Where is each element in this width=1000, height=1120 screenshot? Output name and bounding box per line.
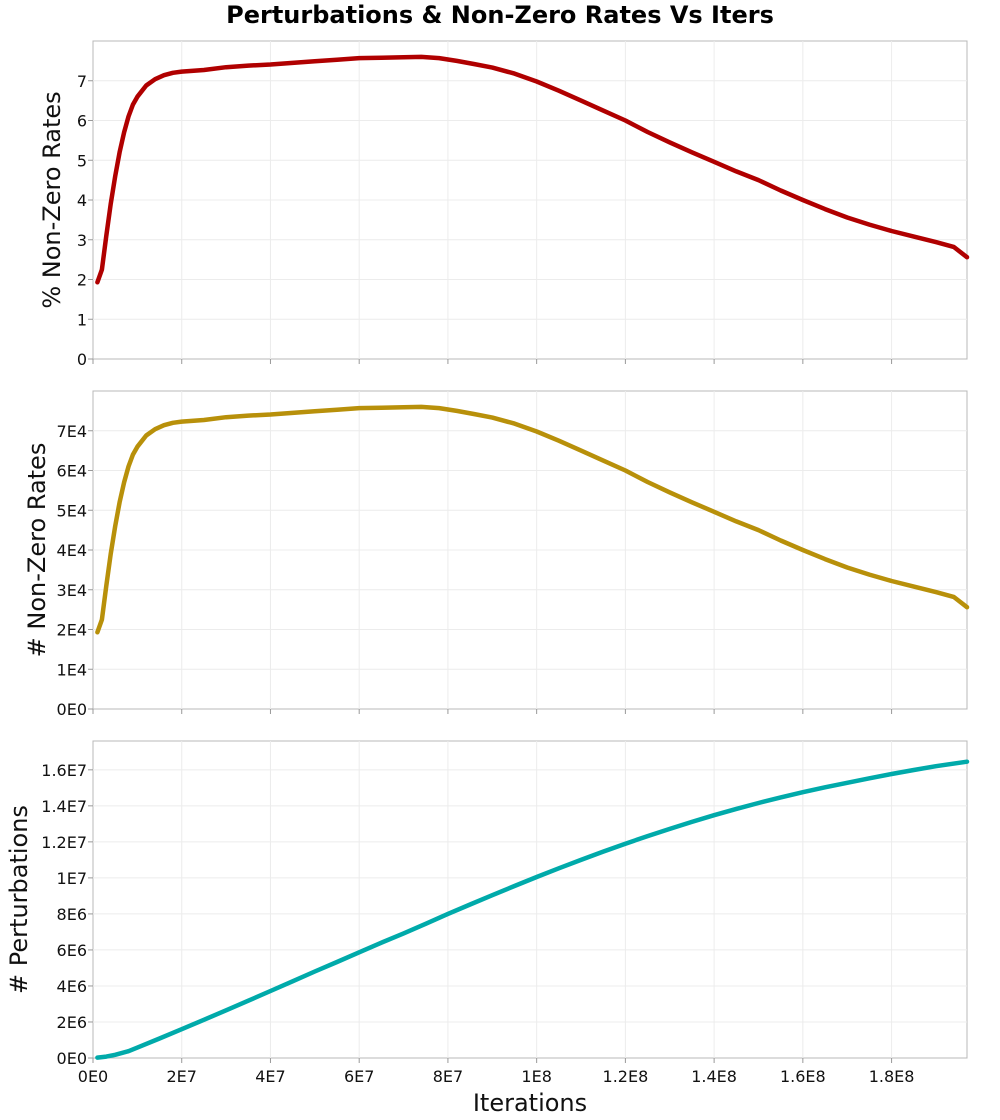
pct-nonzero-y-tick-label: 6	[77, 112, 87, 131]
x-tick-label: 2E7	[166, 1067, 196, 1086]
perturbations-series-line	[95, 759, 970, 1060]
perturbations-y-tick-label: 8E6	[57, 905, 87, 924]
count-nonzero-y-tick-label: 4E4	[57, 541, 87, 560]
count-nonzero-y-tick-label: 6E4	[57, 462, 87, 481]
x-tick-label: 1.8E8	[869, 1067, 915, 1086]
x-tick-label: 1E8	[521, 1067, 551, 1086]
perturbations-y-axis-label: # Perturbations	[5, 805, 33, 994]
perturbations-y-tick-label: 6E6	[57, 941, 87, 960]
count-nonzero-y-tick-label: 3E4	[57, 581, 87, 600]
panels: 0 1 2 3 4 5 6 7 % Non-Zero Rates 0E0 1E4 2E4 3E4 4E4 5…	[5, 40, 970, 1086]
perturbations-y-tick-label: 0E0	[57, 1049, 87, 1068]
perturbations-y-tick-label: 1.6E7	[41, 761, 87, 780]
count-nonzero-y-tick-label: 0E0	[57, 700, 87, 719]
x-tick-label: 8E7	[433, 1067, 463, 1086]
count-nonzero-series-line	[95, 404, 970, 635]
count-nonzero-y-axis-label: # Non-Zero Rates	[23, 443, 51, 658]
pct-nonzero-series-line	[95, 54, 970, 285]
perturbations-y-tick-label: 1E7	[57, 869, 87, 888]
x-tick-label: 1.4E8	[691, 1067, 737, 1086]
x-tick-label: 6E7	[344, 1067, 374, 1086]
perturbations-y-tick-label: 4E6	[57, 977, 87, 996]
count-nonzero-y-tick-label: 1E4	[57, 660, 87, 679]
count-nonzero-y-tick-label: 2E4	[57, 621, 87, 640]
x-axis-label: Iterations	[473, 1089, 587, 1117]
perturbations-y-tick-label: 2E6	[57, 1013, 87, 1032]
pct-nonzero-y-tick-label: 2	[77, 271, 87, 290]
chart-title: Perturbations & Non-Zero Rates Vs Iters	[226, 1, 774, 29]
pct-nonzero-y-tick-label: 4	[77, 191, 87, 210]
pct-nonzero-y-axis-label: % Non-Zero Rates	[38, 91, 66, 308]
pct-nonzero-y-tick-label: 3	[77, 231, 87, 250]
pct-nonzero-y-tick-label: 7	[77, 72, 87, 91]
pct-nonzero-y-tick-label: 1	[77, 310, 87, 329]
perturbations-panel: 0E0 2E6 4E6 6E6 8E6 1E7 1.2E7 1.4E7 1.6E7 # Pertu…	[5, 740, 970, 1086]
x-tick-label: 1.2E8	[603, 1067, 649, 1086]
x-tick-label: 1.6E8	[780, 1067, 826, 1086]
pct-nonzero-y-tick-label: 0	[77, 350, 87, 369]
count-nonzero-panel: 0E0 1E4 2E4 3E4 4E4 5E4 6E4 7E4 # Non-Zero Rates	[23, 390, 970, 719]
perturbations-y-tick-label: 1.4E7	[41, 797, 87, 816]
x-tick-label: 0E0	[78, 1067, 108, 1086]
pct-nonzero-y-tick-label: 5	[77, 151, 87, 170]
x-tick-label: 4E7	[255, 1067, 285, 1086]
count-nonzero-y-tick-label: 7E4	[57, 422, 87, 441]
perturbations-y-tick-label: 1.2E7	[41, 833, 87, 852]
count-nonzero-y-tick-label: 5E4	[57, 501, 87, 520]
pct-nonzero-panel: 0 1 2 3 4 5 6 7 % Non-Zero Rates	[38, 40, 970, 369]
